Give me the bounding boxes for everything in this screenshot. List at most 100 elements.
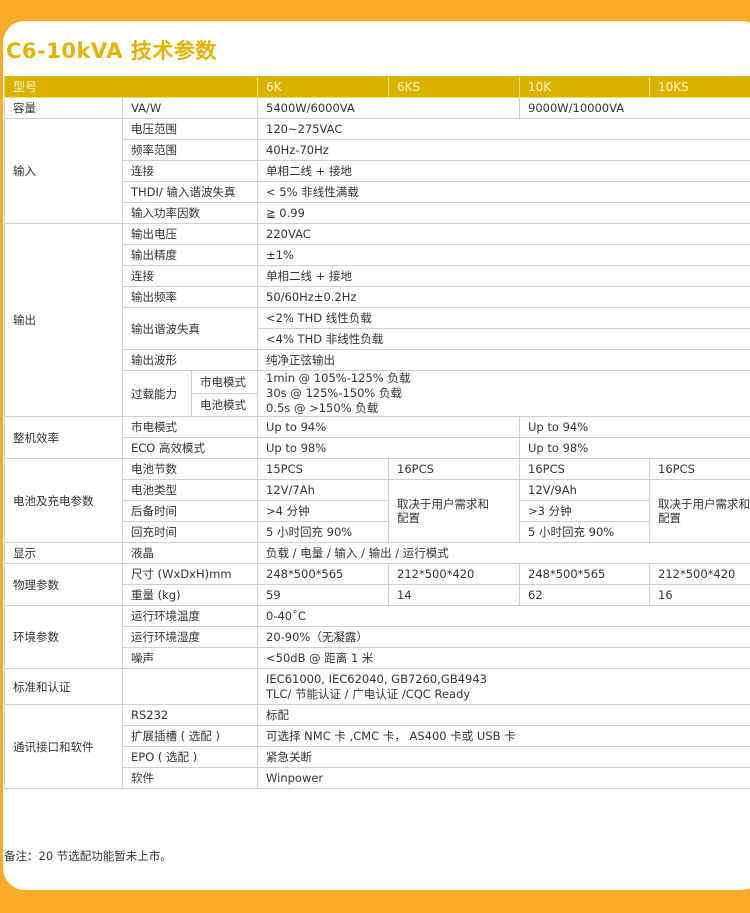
param-label: 液晶: [121, 542, 259, 564]
param-label: 电池类型: [121, 479, 259, 501]
value-cell: 120~275VAC: [257, 118, 750, 140]
param-label: 过载能力: [122, 370, 192, 417]
param-label: 电压范围: [121, 118, 259, 140]
value-cell: <2% THD 线性负载: [257, 307, 750, 329]
value-cell: 220VAC: [257, 223, 750, 245]
value-line: TLC/ 节能认证 / 广电认证 /CQC Ready: [266, 686, 471, 701]
value-line: 30s @ 125%-150% 负载: [266, 386, 403, 400]
model-10k: 10K: [519, 76, 651, 98]
table-row: 噪声 <50dB @ 距离 1 米: [5, 647, 750, 669]
value-cell: 62: [519, 584, 651, 606]
value-cell: Up to 94%: [257, 416, 521, 438]
value-line: 1min @ 105%-125% 负载: [266, 371, 411, 386]
section-label: 通讯接口和软件: [4, 704, 123, 789]
value-cell: 15PCS: [257, 458, 390, 480]
page-title: C6-10kVA 技术参数: [6, 39, 217, 63]
section-label: 电池及充电参数: [4, 458, 123, 543]
model-label: 型号: [3, 76, 259, 98]
table-row: 显示 液晶 负载 / 电量 / 输入 / 输出 / 运行模式: [4, 542, 750, 564]
value-cell: 16PCS: [649, 458, 750, 480]
table-row: 整机效率 市电模式 Up to 94% Up to 94%: [4, 416, 750, 459]
table-row: 物理参数 尺寸 (WxDxH)mm 248*500*565 212*500*42…: [4, 563, 750, 606]
param-label: 尺寸 (WxDxH)mm: [121, 563, 259, 585]
value-cell: 248*500*565: [257, 563, 390, 585]
value-cell: 248*500*565: [519, 563, 651, 585]
value-cell: 纯净正弦输出: [257, 349, 750, 371]
value-cell: 负载 / 电量 / 输入 / 输出 / 运行模式: [257, 542, 750, 564]
section-label: 输出: [4, 223, 123, 417]
value-cell: <50dB @ 距离 1 米: [257, 647, 750, 669]
value-cell: ±1%: [257, 244, 750, 266]
value-cell: 紧急关断: [257, 746, 750, 768]
param-label: ECO 高效模式: [121, 437, 259, 459]
value-cell: Up to 94%: [519, 416, 750, 438]
table-row: THDI/ 输入谐波失真 < 5% 非线性满载: [5, 181, 750, 203]
spec-card: C6-10kVA 技术参数 型号 6K 6KS 10K 10KS 容量 VA/W…: [3, 21, 750, 890]
table-row: 运行环境湿度 20-90%（无凝露）: [5, 626, 750, 648]
param-label: EPO ( 选配 ): [121, 746, 259, 768]
header-row: 型号 6K 6KS 10K 10KS: [3, 76, 750, 98]
param-label: 软件: [121, 767, 259, 789]
value-cell: IEC61000, IEC62040, GB7260,GB4943 TLC/ 节…: [257, 668, 750, 705]
value-cell: 5 小时回充 90%: [519, 521, 651, 543]
param-label: 噪声: [121, 647, 259, 669]
value-line: 0.5s @ >150% 负载: [266, 401, 379, 415]
value-cell: Winpower: [257, 767, 750, 789]
param-label: 输入功率因数: [121, 202, 259, 224]
value-cell: 12V/9Ah: [519, 479, 651, 501]
param-label: RS232: [121, 704, 259, 726]
param-label: 运行环境温度: [121, 605, 259, 627]
value-cell: 9000W/10000VA: [519, 97, 750, 119]
value-cell: 标配: [257, 704, 750, 726]
param-label: 运行环境湿度: [121, 626, 259, 648]
value-cell: 16PCS: [388, 458, 521, 480]
value-cell: 212*500*420: [388, 563, 521, 585]
table-row: 通讯接口和软件 RS232 标配: [4, 704, 750, 789]
section-label: 容量: [4, 97, 123, 119]
param-label: 扩展插槽 ( 选配 ): [121, 725, 259, 747]
param-label: 电池节数: [121, 458, 259, 480]
param-label: 输出频率: [121, 286, 259, 308]
value-cell: 单相二线 + 接地: [257, 265, 750, 287]
value-cell: 59: [257, 584, 390, 606]
section-label: 标准和认证: [4, 668, 123, 705]
value-cell: 20-90%（无凝露）: [257, 626, 750, 648]
value-cell: 40Hz-70Hz: [257, 139, 750, 161]
value-cell: 5 小时回充 90%: [257, 521, 390, 543]
table-row: ECO 高效模式 Up to 98% Up to 98%: [5, 437, 750, 459]
table-row: 软件 Winpower: [5, 767, 750, 789]
value-cell: 16PCS: [519, 458, 651, 480]
value-cell: <4% THD 非线性负载: [257, 328, 750, 350]
table-row: 输出频率 50/60Hz±0.2Hz: [5, 286, 750, 308]
param-label: 输出电压: [121, 223, 259, 245]
value-cell: 0-40˚C: [257, 605, 750, 627]
spec-table: 型号 6K 6KS 10K 10KS 容量 VA/W 5400W/6000VA …: [3, 76, 750, 789]
section-label: 显示: [4, 542, 123, 564]
param-label: 回充时间: [121, 521, 259, 543]
param-label: THDI/ 输入谐波失真: [121, 181, 259, 203]
table-row: 输出精度 ±1%: [5, 244, 750, 266]
value-cell: Up to 98%: [519, 437, 750, 459]
param-label: 连接: [121, 265, 259, 287]
param-label: 连接: [121, 160, 259, 182]
value-cell: 212*500*420: [649, 563, 750, 585]
value-cell: 16: [649, 584, 750, 606]
model-10ks: 10KS: [649, 76, 750, 98]
table-row: 容量 VA/W 5400W/6000VA 9000W/10000VA: [4, 97, 750, 119]
table-row: 环境参数 运行环境温度 0-40˚C: [4, 605, 750, 669]
value-cell: >3 分钟: [519, 500, 651, 522]
value-cell: Up to 98%: [257, 437, 521, 459]
param-label: VA/W: [121, 97, 259, 119]
sub-param-label: 电池模式: [190, 393, 259, 417]
value-cell: >4 分钟: [257, 500, 390, 522]
table-row: 电池类型 12V/7Ah 取决于用户需求和配置 12V/9Ah 取决于用户需求和…: [5, 479, 750, 543]
param-label: 后备时间: [121, 500, 259, 522]
value-cell: 5400W/6000VA: [257, 97, 521, 119]
value-cell: ≧ 0.99: [257, 202, 750, 224]
value-cell: 取决于用户需求和配置: [649, 479, 750, 543]
table-row: 标准和认证 IEC61000, IEC62040, GB7260,GB4943 …: [4, 668, 750, 705]
param-label: 输出精度: [121, 244, 259, 266]
param-label: 输出波形: [121, 349, 259, 371]
value-cell: 50/60Hz±0.2Hz: [257, 286, 750, 308]
section-label: 输入: [4, 118, 123, 224]
